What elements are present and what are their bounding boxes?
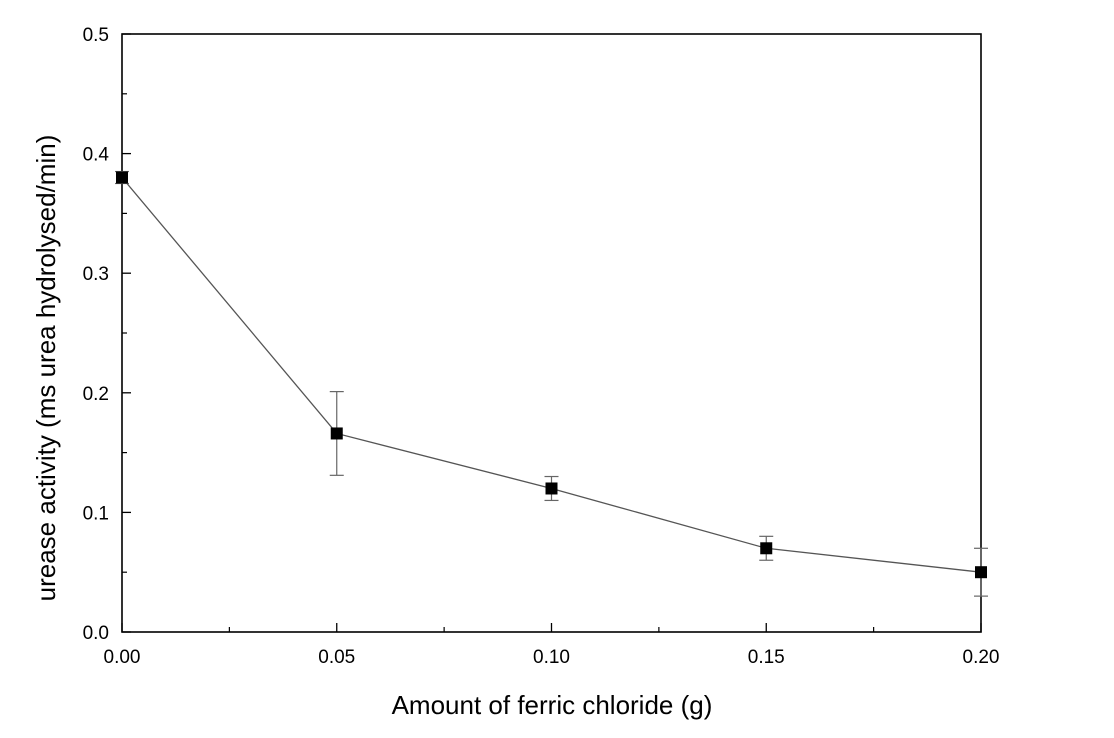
series [115,170,988,597]
x-tick-label: 0.05 [318,647,355,668]
y-tick-label: 0.0 [83,623,109,644]
tick-labels: 0.00 0.05 0.10 0.15 0.20 0.0 0.1 0.2 0.3 0.4 0.5 [83,25,1000,668]
plot-frame [121,33,982,633]
y-tick-label: 0.1 [83,503,109,524]
y-tick-label: 0.4 [83,145,110,166]
y-axis-title: urease activity (ms urea hydrolysed/min) [31,135,61,602]
plot-area [121,33,982,633]
y-tick-label: 0.5 [83,25,109,46]
data-point [116,171,128,184]
x-tick-label: 0.10 [533,647,570,668]
data-point [545,482,558,495]
y-tick-label: 0.2 [83,384,109,405]
axis-ticks [121,33,982,633]
x-tick-label: 0.20 [963,647,1000,668]
data-point [760,542,773,555]
data-point [975,566,987,579]
x-tick-label: 0.15 [748,647,785,668]
x-axis-title: Amount of ferric chloride (g) [392,690,713,720]
y-tick-label: 0.3 [83,264,109,285]
series-line [121,177,982,573]
x-tick-label: 0.00 [104,647,141,668]
data-point [330,427,343,440]
